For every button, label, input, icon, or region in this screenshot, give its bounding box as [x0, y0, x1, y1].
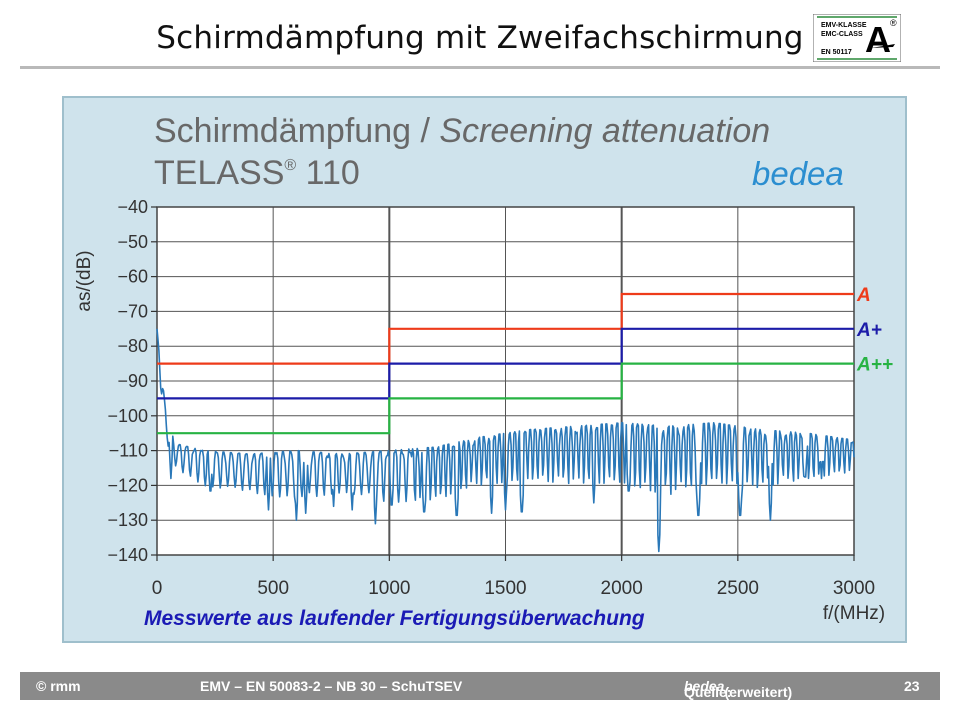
x-tick-label: 0	[152, 578, 163, 599]
x-axis-label: f/(MHz)	[823, 603, 885, 624]
limit-line-aplus	[157, 327, 854, 400]
measured-attenuation-trace	[156, 328, 855, 553]
limit-label: A+	[856, 320, 882, 341]
logo-text-2: EMC-CLASS	[821, 31, 863, 38]
limit-line-aplusplus	[157, 362, 854, 435]
limit-label: A++	[856, 355, 893, 376]
y-tick-label: −70	[117, 301, 148, 321]
footer-topic: EMV – EN 50083-2 – NB 30 – SchuTSEV	[200, 678, 463, 694]
limit-line-a	[157, 292, 854, 365]
brand-label: bedea	[752, 155, 844, 192]
footer-source: Quelle: bedea (erweitert)	[684, 678, 793, 700]
title-divider	[20, 66, 940, 69]
x-tick-label: 2000	[601, 578, 643, 599]
chart-subtitle: TELASS® 110	[154, 154, 360, 192]
chart-caption: Messwerte aus laufender Fertigungsüberwa…	[144, 607, 645, 630]
footer-page-number: 23	[904, 678, 920, 694]
x-tick-label: 3000	[833, 578, 875, 599]
footer-copyright: © rmm	[36, 678, 81, 694]
emv-class-logo: EMV-KLASSE EMC-CLASS EN 50117 A ®	[813, 14, 901, 62]
y-tick-label: −40	[117, 197, 148, 217]
y-tick-label: −140	[107, 545, 148, 565]
y-axis-label: as/(dB)	[74, 250, 95, 311]
y-tick-label: −60	[117, 267, 148, 287]
logo-text-3: EN 50117	[821, 49, 852, 56]
y-tick-label: −110	[109, 441, 148, 461]
x-tick-label: 500	[257, 578, 289, 599]
y-tick-label: −130	[107, 510, 148, 530]
x-tick-label: 1000	[368, 578, 410, 599]
y-tick-label: −80	[117, 336, 148, 356]
chart-title: Schirmdämpfung / Screening attenuation	[154, 112, 771, 150]
logo-letter: A	[865, 19, 891, 60]
footer-bar: © rmm EMV – EN 50083-2 – NB 30 – SchuTSE…	[20, 672, 940, 700]
logo-text-1: EMV-KLASSE	[821, 22, 867, 29]
slide-title: Schirmdämpfung mit Zweifachschirmung	[156, 20, 804, 56]
y-tick-label: −50	[117, 232, 148, 252]
y-tick-label: −100	[107, 406, 148, 426]
limit-label: A	[856, 285, 871, 306]
y-tick-label: −120	[107, 475, 148, 495]
x-tick-label: 1500	[484, 578, 526, 599]
y-tick-label: −90	[117, 371, 148, 391]
x-tick-label: 2500	[717, 578, 759, 599]
logo-registered-mark: ®	[890, 18, 897, 28]
